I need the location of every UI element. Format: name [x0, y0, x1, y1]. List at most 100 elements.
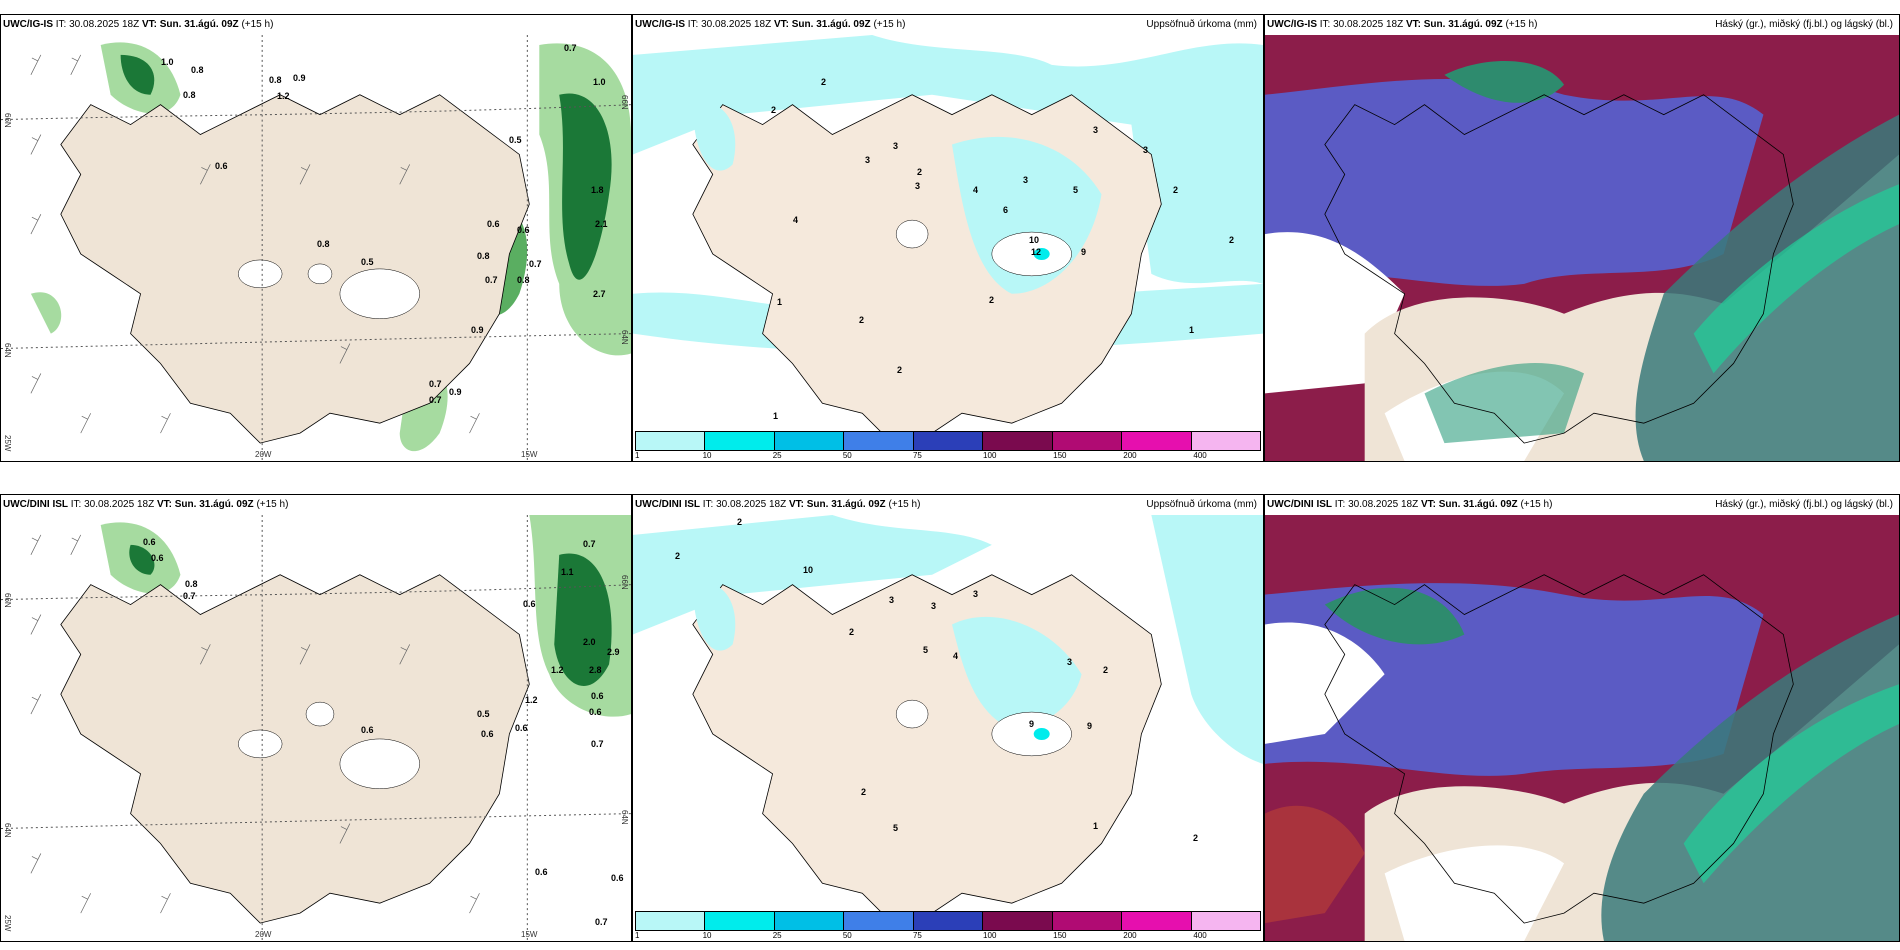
colorbar-tick: 150 — [1053, 451, 1067, 460]
panel-wind-bottom: UWC/DINI ISL IT: 30.08.2025 18Z VT: Sun.… — [0, 494, 632, 942]
value-label: 2.1 — [595, 219, 608, 229]
value-label: 1.2 — [551, 665, 564, 675]
value-label: 2 — [859, 315, 865, 325]
value-label: 2 — [771, 105, 777, 115]
value-label: 6 — [1003, 205, 1009, 215]
colorbar-tick: 1 — [635, 931, 640, 940]
value-label: 9 — [1081, 247, 1087, 257]
precip-map[interactable]: 2 2 10 3 3 3 2 5 4 3 2 9 9 2 5 1 2 — [633, 515, 1263, 941]
value-label: 2 — [737, 517, 743, 527]
value-label: 10 — [803, 565, 814, 575]
colorbar-ticks: 1 10 25 50 75 100 150 200 400 — [635, 451, 1261, 461]
clouds-map[interactable] — [1265, 515, 1899, 941]
value-label: 0.7 — [485, 275, 498, 285]
value-label: 0.7 — [183, 591, 196, 601]
panel-header: UWC/IG-IS IT: 30.08.2025 18Z VT: Sun. 31… — [1, 15, 631, 35]
precip-colorbar — [635, 911, 1261, 931]
lat-label: 64N — [3, 343, 12, 358]
value-label: 2 — [1193, 833, 1199, 843]
colorbar-tick: 10 — [702, 931, 712, 940]
value-label: 2.9 — [607, 647, 620, 657]
value-label: 3 — [1093, 125, 1099, 135]
value-label: 2.8 — [589, 665, 602, 675]
lon-label: 15W — [521, 930, 538, 939]
lon-label: 25W — [3, 435, 12, 452]
value-label: 1.2 — [525, 695, 538, 705]
value-label: 0.8 — [477, 251, 490, 261]
value-label: 3 — [1023, 175, 1029, 185]
panel-header: UWC/DINI ISL IT: 30.08.2025 18Z VT: Sun.… — [633, 495, 1263, 515]
colorbar-swatch — [1191, 912, 1260, 930]
lon-label: 25W — [3, 915, 12, 932]
colorbar-tick: 25 — [772, 451, 782, 460]
panel-precip-top: UWC/IG-IS IT: 30.08.2025 18Z VT: Sun. 31… — [632, 14, 1264, 462]
lat-label: 66N — [620, 575, 629, 590]
lat-label: 66N — [620, 95, 629, 110]
wind-map[interactable]: 66N 64N 25W 20W 15W 66N 64N 1.0 0.8 0.8 … — [1, 35, 631, 461]
value-label: 1 — [1093, 821, 1099, 831]
value-label: 0.9 — [449, 387, 462, 397]
colorbar-tick: 100 — [983, 931, 997, 940]
panel-header: UWC/IG-IS IT: 30.08.2025 18Z VT: Sun. 31… — [1265, 15, 1899, 35]
colorbar-swatch — [1191, 432, 1260, 450]
value-label: 1 — [777, 297, 783, 307]
colorbar-tick: 75 — [912, 931, 922, 940]
value-label: 12 — [1031, 247, 1042, 257]
colorbar-tick: 200 — [1123, 931, 1137, 940]
lat-label: 64N — [620, 330, 629, 345]
clouds-map[interactable] — [1265, 35, 1899, 461]
value-label: 1.0 — [593, 77, 606, 87]
colorbar-swatch — [844, 912, 914, 930]
value-label: 0.6 — [535, 867, 548, 877]
value-label: 2.7 — [593, 289, 606, 299]
colorbar-tick: 1 — [635, 451, 640, 460]
colorbar-tick: 25 — [772, 931, 782, 940]
colorbar-swatch — [636, 912, 706, 930]
value-label: 4 — [953, 651, 959, 661]
lat-label: 66N — [3, 593, 12, 608]
colorbar-tick: 150 — [1053, 931, 1067, 940]
value-label: 1.2 — [277, 91, 290, 101]
value-label: 1 — [773, 411, 779, 421]
value-label: 0.7 — [429, 379, 442, 389]
value-label: 0.9 — [293, 73, 306, 83]
value-label: 3 — [889, 595, 895, 605]
panel-clouds-bottom: UWC/DINI ISL IT: 30.08.2025 18Z VT: Sun.… — [1264, 494, 1900, 942]
value-label: 0.8 — [317, 239, 330, 249]
panel-header: UWC/DINI ISL IT: 30.08.2025 18Z VT: Sun.… — [1, 495, 631, 515]
value-label: 0.7 — [583, 539, 596, 549]
value-label: 0.6 — [481, 729, 494, 739]
value-label: 0.9 — [471, 325, 484, 335]
value-label: 2 — [897, 365, 903, 375]
precip-map[interactable]: 2 2 3 3 3 2 4 3 6 5 3 3 2 2 1 2 12 10 9 … — [633, 35, 1263, 461]
value-label: 10 — [1029, 235, 1040, 245]
value-label: 0.6 — [517, 225, 530, 235]
value-label: 0.6 — [611, 873, 624, 883]
value-label: 0.7 — [591, 739, 604, 749]
colorbar-swatch — [983, 432, 1053, 450]
value-label: 0.6 — [589, 707, 602, 717]
value-label: 0.6 — [215, 161, 228, 171]
colorbar-swatch — [844, 432, 914, 450]
colorbar-swatch — [1052, 432, 1123, 450]
value-label: 0.6 — [523, 599, 536, 609]
value-label: 2 — [1229, 235, 1235, 245]
value-label: 3 — [893, 141, 899, 151]
value-label: 2 — [1103, 665, 1109, 675]
colorbar-tick: 200 — [1123, 451, 1137, 460]
panel-precip-bottom: UWC/DINI ISL IT: 30.08.2025 18Z VT: Sun.… — [632, 494, 1264, 942]
colorbar-tick: 400 — [1193, 451, 1207, 460]
value-label: 0.6 — [515, 723, 528, 733]
colorbar-tick: 50 — [842, 931, 852, 940]
value-label: 0.7 — [595, 917, 608, 927]
wind-map[interactable]: 66N 64N 25W 20W 15W 66N 64N 0.6 0.6 0.8 … — [1, 515, 631, 941]
value-label: 2 — [849, 627, 855, 637]
value-label: 3 — [865, 155, 871, 165]
colorbar-swatch — [913, 912, 984, 930]
value-label: 0.8 — [191, 65, 204, 75]
colorbar-swatch — [705, 912, 775, 930]
colorbar-swatch — [1052, 912, 1123, 930]
lat-label: 66N — [3, 113, 12, 128]
value-label: 0.8 — [183, 90, 196, 100]
value-label: 0.6 — [143, 537, 156, 547]
